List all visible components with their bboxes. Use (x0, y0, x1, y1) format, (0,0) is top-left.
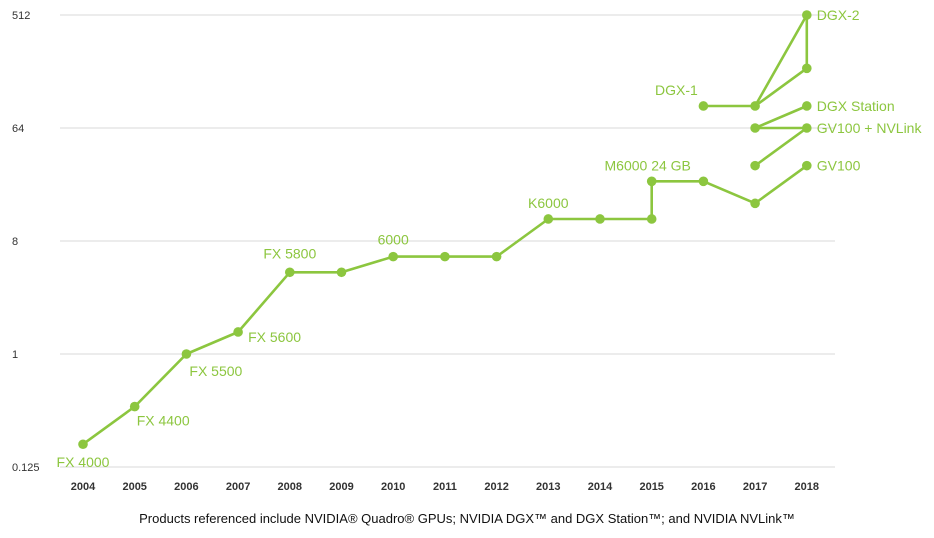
data-point (336, 267, 347, 278)
data-point (388, 251, 399, 262)
data-label: M6000 24 GB (605, 157, 691, 173)
x-tick-label: 2017 (743, 481, 767, 493)
y-tick-label: 0.125 (12, 462, 40, 474)
x-tick-label: 2008 (278, 481, 302, 493)
x-tick-label: 2007 (226, 481, 250, 493)
x-tick-label: 2013 (536, 481, 560, 493)
x-tick-label: 2004 (71, 481, 96, 493)
data-point (802, 63, 812, 74)
series-line (754, 126, 808, 167)
data-point (802, 101, 812, 111)
data-labels: FX 4000 FX 4400 FX 5500 FX 5600 FX 5800 6000 K… (57, 7, 923, 470)
series-lines (82, 14, 809, 446)
x-tick-label: 2010 (381, 481, 405, 493)
data-point (750, 101, 760, 111)
data-point (440, 251, 450, 262)
x-tick-label: 2018 (795, 481, 819, 493)
data-label: FX 5600 (248, 329, 301, 345)
data-label: DGX-1 (655, 82, 698, 98)
data-label: K6000 (528, 195, 569, 211)
data-point (750, 123, 760, 133)
data-point (129, 401, 140, 412)
data-point (491, 251, 502, 262)
series-line (754, 104, 808, 130)
data-points (78, 10, 812, 450)
data-label: FX 4000 (57, 454, 110, 470)
x-tick-label: 2011 (433, 481, 457, 493)
series-line (82, 164, 808, 446)
chart-caption: Products referenced include NVIDIA® Quad… (139, 511, 795, 526)
x-tick-label: 2015 (639, 481, 663, 493)
y-tick-label: 1 (12, 349, 18, 361)
data-label: FX 4400 (137, 413, 190, 429)
data-label: FX 5800 (263, 245, 316, 261)
data-point (646, 176, 657, 187)
data-label: GV100 + NVLink (817, 120, 923, 136)
x-axis-tick-labels: 2004 2005 2006 2007 2008 2009 2010 2011 2012 2013… (71, 481, 819, 493)
y-axis-tick-labels: 0.125 1 8 64 512 (12, 10, 40, 474)
x-tick-label: 2014 (588, 481, 613, 493)
data-point (750, 198, 760, 209)
data-point (285, 267, 295, 278)
data-point (698, 176, 709, 187)
x-tick-label: 2012 (484, 481, 508, 493)
x-tick-label: 2006 (174, 481, 198, 493)
x-tick-label: 2005 (122, 481, 146, 493)
data-point (802, 123, 812, 133)
data-point (802, 10, 812, 20)
data-label: GV100 (817, 158, 861, 174)
data-point (646, 214, 657, 224)
data-point (698, 101, 709, 111)
y-tick-label: 64 (12, 123, 24, 135)
data-point (543, 214, 554, 224)
data-point (233, 327, 243, 337)
x-tick-label: 2009 (329, 481, 353, 493)
data-point (595, 214, 605, 224)
series-line (703, 14, 808, 108)
data-label: DGX-2 (817, 7, 860, 23)
gridlines (60, 14, 835, 468)
y-tick-label: 8 (12, 236, 18, 248)
data-label: DGX Station (817, 98, 895, 114)
x-tick-label: 2016 (691, 481, 715, 493)
data-point (750, 160, 760, 171)
data-point (802, 160, 812, 171)
y-tick-label: 512 (12, 10, 30, 22)
data-point (181, 349, 192, 359)
data-label: 6000 (378, 232, 409, 248)
chart: 0.125 1 8 64 512 2004 2005 2006 2007 2008 2009 201… (12, 7, 923, 493)
data-label: FX 5500 (189, 363, 242, 379)
data-point (78, 439, 88, 450)
